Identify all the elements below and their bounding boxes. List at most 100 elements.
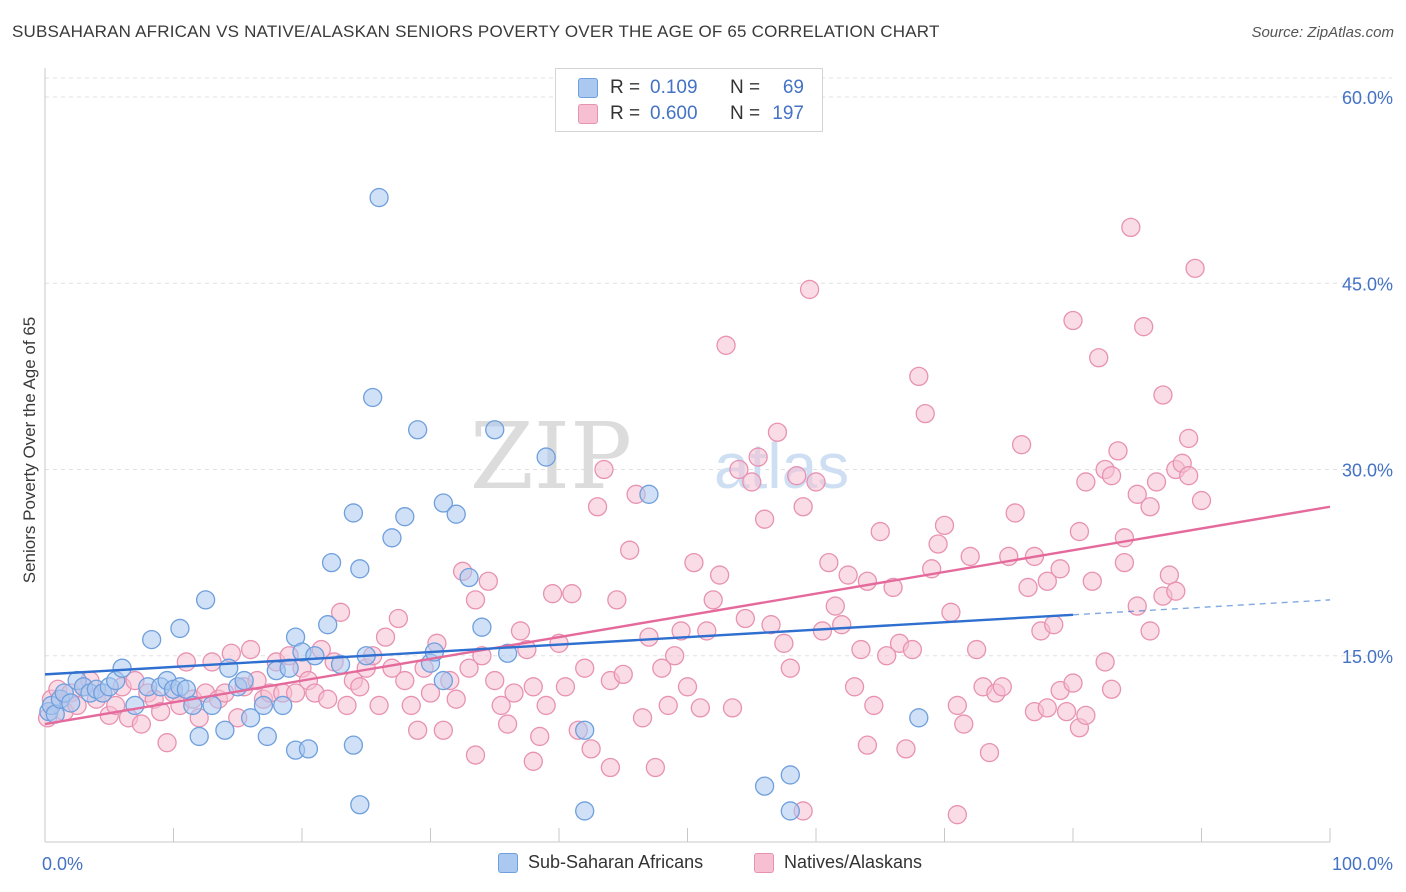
data-point: [851, 639, 871, 660]
data-point: [555, 677, 576, 697]
y-tick-label: 60.0%: [1342, 88, 1393, 108]
x-tick-label-max: 100.0%: [1332, 854, 1393, 874]
data-point: [170, 618, 190, 639]
data-point: [735, 608, 755, 629]
data-point: [1108, 441, 1128, 461]
data-point: [1127, 484, 1147, 504]
data-point: [219, 658, 239, 678]
data-point: [812, 621, 833, 641]
data-point: [832, 615, 852, 635]
legend-row-pink: R = 0.600 N = 197: [578, 103, 804, 125]
data-point: [395, 670, 415, 691]
data-point: [446, 689, 466, 709]
data-point: [106, 695, 126, 716]
data-point: [1153, 385, 1173, 405]
data-point: [215, 720, 235, 740]
data-point: [857, 571, 878, 591]
data-point: [330, 602, 351, 622]
legend-n-value: 69: [782, 77, 804, 98]
data-point: [562, 584, 582, 604]
data-point: [857, 735, 878, 755]
data-point: [799, 279, 820, 300]
data-point: [1076, 472, 1096, 492]
data-point: [761, 615, 781, 635]
data-point: [941, 602, 961, 622]
data-point: [632, 708, 653, 728]
y-tick-label: 15.0%: [1342, 647, 1393, 667]
data-point: [142, 629, 162, 650]
data-point: [902, 639, 923, 660]
data-point: [369, 695, 389, 716]
chart-title: SUBSAHARAN AFRICAN VS NATIVE/ALASKAN SEN…: [12, 22, 940, 41]
data-point: [1101, 466, 1122, 486]
data-point: [1089, 348, 1109, 368]
data-point: [909, 708, 929, 728]
data-point: [343, 503, 364, 523]
data-point: [1050, 559, 1070, 579]
data-point: [613, 664, 633, 685]
legend-n-label: N =: [730, 77, 761, 98]
y-axis-label: Seniors Poverty Over the Age of 65: [20, 316, 39, 584]
data-point: [1114, 528, 1135, 548]
data-point: [754, 509, 775, 529]
data-point: [587, 497, 608, 517]
data-point: [607, 590, 627, 610]
data-point: [960, 546, 980, 567]
data-point: [774, 633, 794, 653]
data-point: [806, 472, 826, 492]
data-point: [600, 757, 621, 778]
data-point: [844, 677, 865, 697]
data-point: [1056, 701, 1077, 722]
data-point: [639, 627, 659, 647]
bottom-legend-swatch-pink: [754, 852, 774, 873]
data-point: [1018, 577, 1038, 598]
data-point: [594, 459, 614, 480]
data-point: [658, 695, 678, 716]
data-point: [407, 420, 428, 440]
data-point: [176, 652, 197, 672]
data-point: [575, 720, 595, 740]
data-point: [1134, 317, 1154, 337]
legend-swatch-blue: [578, 78, 598, 98]
trendline-sub-saharan-extension: [1072, 599, 1331, 616]
x-tick-label-min: 0.0%: [42, 854, 83, 874]
data-point: [947, 805, 967, 825]
data-point: [575, 801, 595, 821]
data-point: [504, 683, 524, 703]
data-point: [1114, 552, 1135, 573]
data-point: [382, 528, 402, 548]
data-point: [350, 795, 370, 815]
correlation-legend: R = 0.109 N = 69 R = 0.600 N = 197: [555, 68, 823, 132]
data-point: [497, 714, 518, 734]
data-point: [1159, 565, 1180, 585]
data-point: [388, 608, 409, 629]
data-point: [542, 584, 563, 604]
data-point: [1179, 466, 1199, 486]
data-point: [716, 335, 736, 355]
data-point: [446, 504, 466, 524]
watermark: ZIP atlas: [470, 403, 849, 510]
data-point: [240, 708, 261, 728]
data-point: [420, 683, 441, 703]
data-point: [363, 387, 383, 408]
data-point: [407, 720, 428, 740]
data-point: [825, 596, 845, 616]
data-point: [581, 739, 601, 759]
data-point: [1063, 673, 1083, 693]
legend-r-label: R =: [610, 77, 641, 98]
data-point: [253, 695, 274, 716]
legend-swatch-pink: [578, 104, 598, 124]
data-point: [112, 658, 132, 678]
data-point: [485, 420, 505, 440]
data-point: [1011, 435, 1032, 455]
data-point: [433, 493, 454, 513]
data-point: [947, 695, 967, 716]
bottom-legend-pink: Natives/Alaskans: [754, 852, 922, 873]
data-point: [433, 670, 454, 691]
data-point: [793, 497, 813, 517]
legend-r-value: 0.600: [650, 103, 698, 124]
data-point: [459, 567, 479, 588]
trendline-natives: [44, 505, 1331, 726]
data-point: [240, 639, 261, 660]
data-point: [298, 739, 319, 759]
